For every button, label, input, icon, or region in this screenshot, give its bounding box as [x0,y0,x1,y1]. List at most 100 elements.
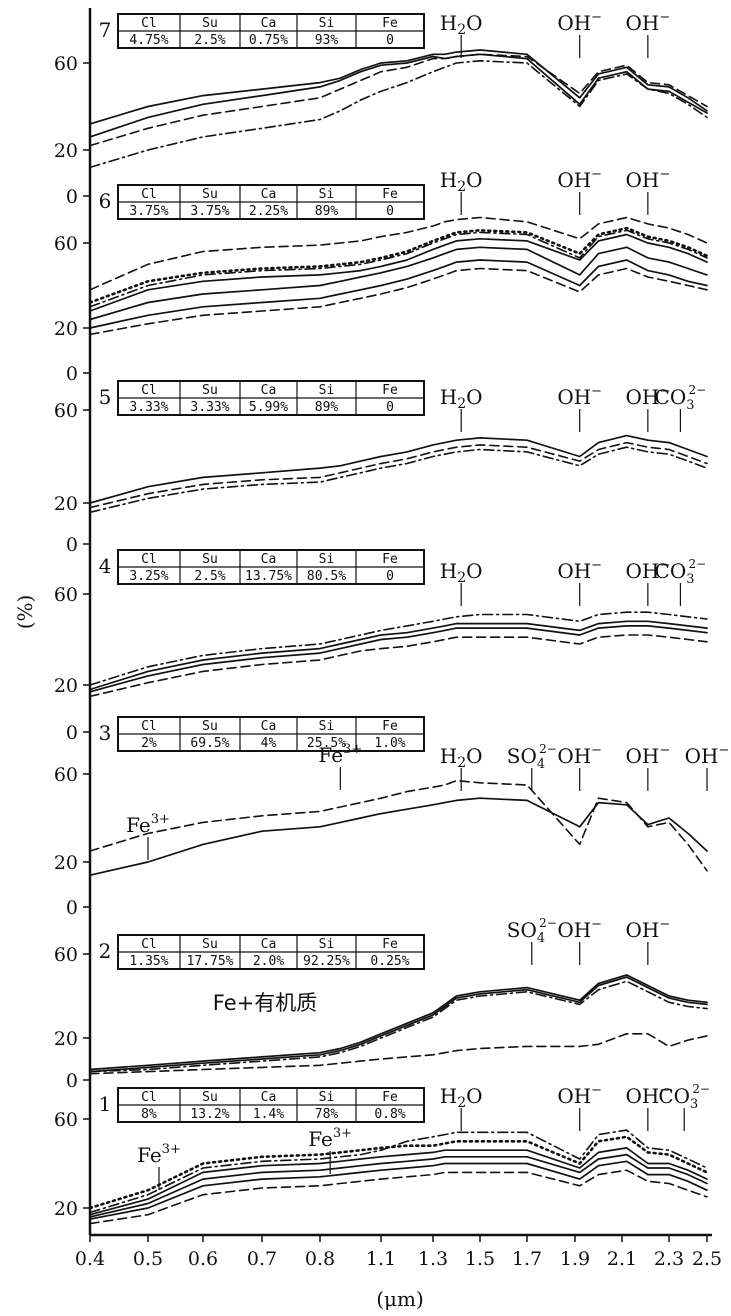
x-tick-label: 1.5 [465,1248,495,1270]
curve-p3-s2 [89,779,708,872]
table-value-cell: 2.5% [194,569,225,584]
annotation-label: SO42− [507,916,557,946]
table-value-cell: 78% [315,1107,339,1122]
panel-number: 6 [99,189,112,213]
table-header-cell: Si [319,552,335,567]
curve-p1-s1 [88,1135,709,1210]
table-header-cell: Su [202,552,218,567]
table-value-cell: 4% [261,736,277,751]
table-value-cell: 0 [386,569,394,584]
annotation-label: OH− [625,558,670,583]
x-tick-label: 0.4 [75,1248,105,1270]
table-value-cell: 0.25% [370,954,409,969]
annotation-co-4: CO32− [655,557,706,606]
table-value-cell: 4.75% [129,33,168,48]
annotation-h2o-3: H2O [440,744,483,791]
table-value-cell: 69.5% [190,736,229,751]
annotation-label: H2O [440,559,483,586]
panel-7 [89,49,708,169]
curve-p1-s3 [89,1147,708,1216]
y-tick-label: 60 [54,400,78,422]
table-value-cell: 93% [315,33,339,48]
curve-p1-s6 [89,1169,708,1225]
curve-p4-s3 [89,625,708,693]
annotation-oh-2: OH− [557,10,602,58]
curve-p6-s1 [89,216,708,291]
curve-p2-s3 [89,980,708,1073]
panel-number: 4 [99,554,112,578]
table-header-cell: Cl [141,719,157,734]
annotation-label: H2O [440,385,483,412]
table-header-cell: Cl [141,16,157,31]
y-tick-label: 60 [54,584,78,606]
annotation-oh-7: OH− [685,743,730,791]
x-tick-label: 0.6 [188,1248,218,1270]
x-tick-label: 2.3 [654,1248,684,1270]
annotation-so-4: SO42− [507,742,557,791]
y-tick-label: 20 [54,675,78,697]
table-header-cell: Si [319,187,335,202]
table-header-cell: Ca [261,383,277,398]
panel-note: Fe+有机质 [213,991,317,1015]
panel-number: 7 [99,18,112,42]
panel-4 [89,611,708,698]
panel-number: 2 [99,939,112,963]
annotation-label: CO32− [655,383,707,413]
table-header-cell: Cl [141,552,157,567]
annotation-label: Fe3+ [126,812,170,837]
table-header-cell: Si [319,1090,335,1105]
table-value-cell: 1.4% [253,1107,284,1122]
annotation-label: OH− [625,167,670,192]
annotation-label: OH− [557,1083,602,1108]
table-header-cell: Su [202,1090,218,1105]
annotation-fe-1: Fe3+ [126,812,170,860]
y-tick-label: 60 [54,1109,78,1131]
y-tick-label: 0 [66,186,78,208]
y-tick-label: 60 [54,53,78,75]
annotation-so-1: SO42− [507,916,557,965]
annotation-label: H2O [440,744,483,771]
annotation-co-4: CO32− [655,383,707,432]
x-tick-label: 0.5 [133,1248,163,1270]
annotation-oh-2: OH− [557,384,602,432]
panel-5 [89,434,708,514]
curve-p2-s1 [89,974,708,1071]
table-header-cell: Ca [261,552,277,567]
annotation-fe-1: Fe3+ [137,1142,181,1190]
composition-table: Cl 1.35% Su 17.75% Ca 2.0% Si 92.25% Fe 0.25% [117,934,425,970]
annotation-label: OH− [625,743,670,768]
curve-p7-s4 [89,60,708,169]
x-tick-label: 1.7 [512,1248,542,1270]
table-header-cell: Si [319,16,335,31]
curve-p6-s3 [89,229,708,308]
annotation-h2o-1: H2O [440,11,483,58]
y-tick-label: 20 [54,493,78,515]
table-value-cell: 80.5% [307,569,346,584]
panel-number: 3 [99,721,112,745]
table-header-cell: Ca [261,187,277,202]
curve-p4-s2 [89,620,708,691]
curve-p7-s2 [89,53,708,138]
table-header-cell: Cl [141,187,157,202]
table-value-cell: 0.8% [374,1107,405,1122]
annotation-oh-2: OH− [557,558,602,606]
annotation-label: Fe3+ [137,1142,181,1167]
table-value-cell: 2.5% [194,33,225,48]
table-header-cell: Cl [141,937,157,952]
composition-table: Cl 4.75% Su 2.5% Ca 0.75% Si 93% Fe 0 [117,13,425,49]
panel-number: 1 [99,1092,112,1116]
curve-p5-s1 [89,434,708,504]
table-header-cell: Su [202,383,218,398]
composition-table: Cl 2% Su 69.5% Ca 4% Si 25.5% Fe 1.0% [117,716,425,752]
table-header-cell: Fe [382,16,398,31]
annotation-label: OH− [685,743,730,768]
curve-p6-s6 [89,259,708,329]
table-header-cell: Su [202,16,218,31]
table-header-cell: Ca [261,16,277,31]
annotation-label: H2O [440,1084,483,1111]
table-header-cell: Ca [261,937,277,952]
annotation-label: OH− [557,384,602,409]
curve-p5-s3 [89,446,708,514]
annotation-oh-5: OH− [625,1083,670,1131]
annotation-label: OH− [557,10,602,35]
